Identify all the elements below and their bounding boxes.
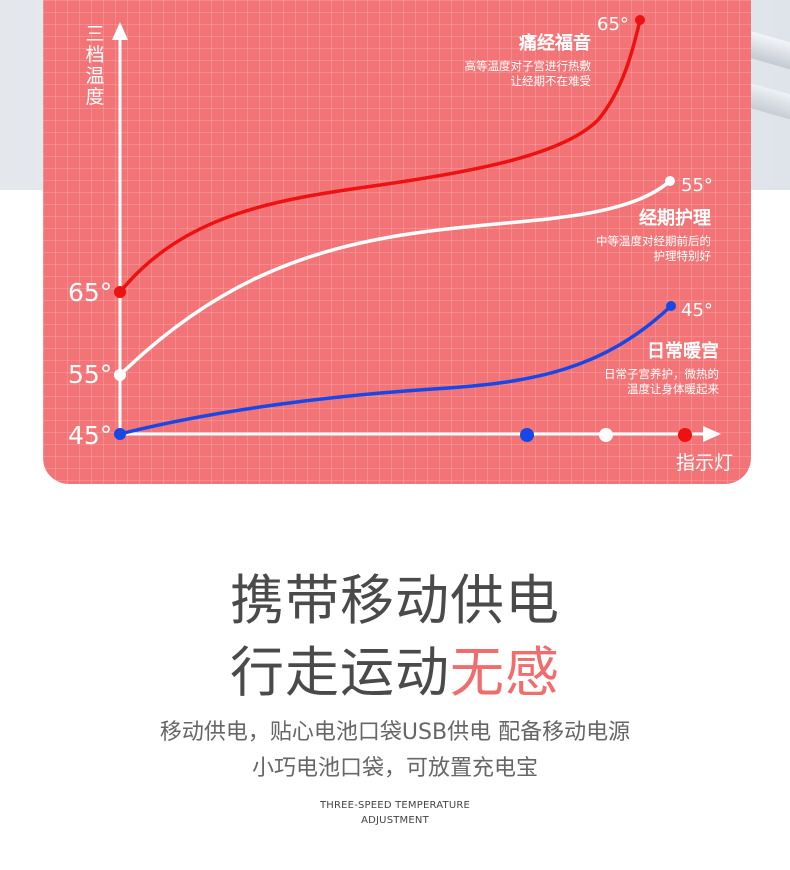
series-end-label: 45°	[681, 300, 713, 321]
english-caption-line-1: THREE-SPEED TEMPERATURE	[319, 800, 471, 811]
y-axis-label-char: 三	[85, 23, 104, 45]
series-start-point-red	[114, 286, 126, 298]
series-desc: 温度让身体暖起来	[627, 382, 719, 396]
series-line-white	[118, 179, 672, 377]
series-end-point-red	[635, 15, 645, 25]
series-desc: 高等温度对子宫进行热敷	[465, 59, 592, 73]
y-axis-label-char: 度	[85, 86, 104, 108]
series-end-point-blue	[666, 301, 676, 311]
temperature-chart-panel: 三 档 温 度 65° 55° 45° 指示灯 65° 55° 45° 痛经福音…	[43, 0, 751, 484]
x-axis-arrow	[703, 426, 721, 442]
series-start-point-white	[114, 369, 126, 381]
indicator-light-white	[599, 428, 613, 442]
temperature-chart: 三 档 温 度 65° 55° 45° 指示灯 65° 55° 45° 痛经福音…	[68, 14, 733, 474]
indicator-light-red	[678, 428, 692, 442]
series-end-label: 65°	[597, 14, 629, 35]
series-line-red	[118, 19, 642, 294]
series-name: 经期护理	[639, 207, 711, 229]
x-axis-label: 指示灯	[676, 452, 733, 474]
series-line-blue	[119, 304, 673, 436]
headline-line-2-prefix: 行走运动	[230, 641, 450, 704]
series-desc: 护理特别好	[654, 249, 712, 263]
description-line-2: 小巧电池口袋，可放置充电宝	[251, 756, 538, 781]
y-tick-label: 65°	[68, 278, 112, 307]
indicator-light-blue	[520, 428, 534, 442]
series-desc: 日常子宫养护，微热的	[604, 367, 719, 381]
y-tick-label: 55°	[68, 360, 112, 389]
series-name: 痛经福音	[519, 32, 591, 54]
y-axis-label-char: 档	[85, 44, 104, 66]
y-tick-label: 45°	[68, 421, 112, 450]
description-line-1: 移动供电，贴心电池口袋USB供电 配备移动电源	[159, 720, 631, 745]
y-axis-arrow	[112, 22, 128, 40]
series-end-point-white	[665, 176, 675, 186]
headline-line-2: 行走运动无感	[0, 628, 790, 707]
series-desc: 让经期不在难受	[511, 74, 592, 88]
english-caption-line-2: ADJUSTMENT	[361, 815, 429, 826]
headline-highlight: 无感	[450, 641, 560, 704]
y-axis-label-char: 温	[85, 65, 104, 87]
series-desc: 中等温度对经期前后的	[596, 234, 711, 248]
series-name: 日常暖宫	[647, 340, 719, 362]
series-end-label: 55°	[681, 175, 713, 196]
headline-line-1: 携带移动供电	[230, 569, 560, 632]
series-start-point-blue	[114, 428, 126, 440]
